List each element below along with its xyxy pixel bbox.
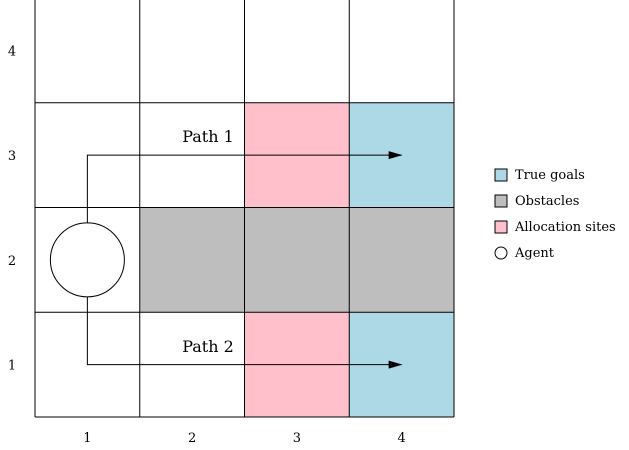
legend-label-allocation-sites: Allocation sites [514,220,616,235]
x-tick-label: 4 [397,431,405,446]
path-1-label: Path 1 [182,127,234,146]
legend-item-allocation-sites: Allocation sites [494,220,616,235]
x-tick-label: 2 [188,431,196,446]
obstacle-cell-c2-r2 [139,207,245,313]
legend-label-obstacles: Obstacles [515,194,579,209]
legend-swatch-obstacles [494,194,508,208]
agent-circle [49,222,125,298]
legend-label-true-goals: True goals [515,168,585,183]
grid-lines [34,0,455,418]
y-tick-label: 1 [8,359,16,374]
legend-item-obstacles: Obstacles [494,194,579,209]
legend-item-true-goals: True goals [494,168,585,183]
obstacle-cell-c4-r2 [349,207,454,313]
obstacle-cell-c3-r2 [244,207,350,313]
grid-cells [139,102,454,417]
legend: True goals Obstacles Allocation sites Ag… [494,168,616,261]
x-tick-label: 3 [293,431,301,446]
x-tick-label: 1 [83,431,91,446]
path-2-label: Path 2 [182,337,234,356]
legend-item-agent: Agent [494,246,555,261]
legend-label-agent: Agent [514,246,555,261]
y-tick-label: 2 [8,254,16,269]
legend-swatch-agent [494,246,508,260]
legend-swatch-true-goals [494,168,508,182]
y-tick-label: 4 [8,44,16,59]
y-tick-label: 3 [8,149,16,164]
axis-ticks: 1 2 3 4 1 2 3 4 [8,44,406,446]
agent-layer [49,222,125,298]
legend-swatch-allocation-sites [494,220,508,234]
